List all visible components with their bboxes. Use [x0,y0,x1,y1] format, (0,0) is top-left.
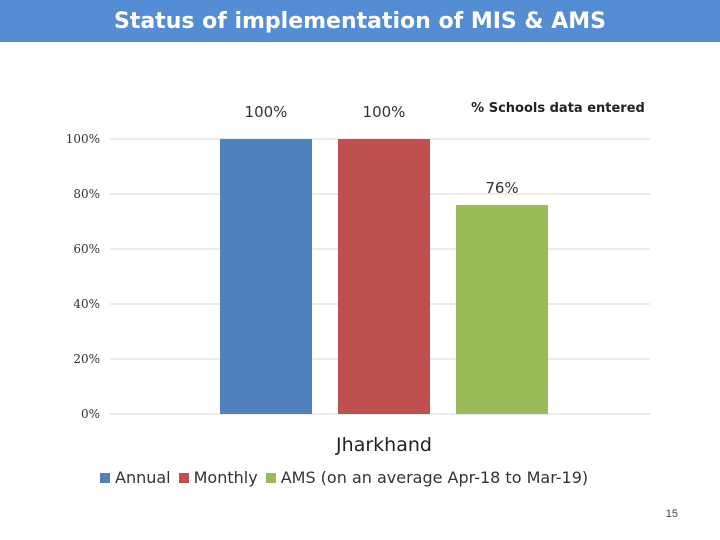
bar-monthly [338,139,430,414]
slide-title: Status of implementation of MIS & AMS [113,8,607,34]
legend-label-annual: Annual [115,468,171,487]
legend-swatch-ams [265,472,276,483]
y-tick-label: 20% [73,352,100,366]
page-number: 15 [665,508,678,520]
legend-item-monthly: Monthly [178,468,258,487]
y-tick-label: 0% [81,407,100,421]
y-tick-label: 60% [73,242,100,256]
data-label: 100% [363,103,406,121]
bar-annual [220,139,312,414]
bar-ams [456,205,548,414]
legend-label-ams: AMS (on an average Apr-18 to Mar-19) [280,468,589,487]
data-label: 100% [245,103,288,121]
legend-item-ams: AMS (on an average Apr-18 to Mar-19) [265,468,589,487]
legend-item-annual: Annual [100,468,171,487]
legend-swatch-annual [100,472,110,483]
legend: Annual Monthly AMS (on an average Apr-18… [100,468,596,487]
legend-swatch-monthly [178,472,189,483]
legend-label-monthly: Monthly [193,468,258,487]
title-bar: Status of implementation of MIS & AMS [0,0,720,42]
category-label: Jharkhand [335,434,432,456]
y-tick-label: 100% [66,132,100,146]
y-tick-label: 40% [73,297,100,311]
bar-chart: 0% 20% 40% 60% 80% 100% 100% 100% 76% % Schools… [66,101,650,456]
y-tick-label: 80% [73,187,100,201]
data-label: 76% [485,179,518,197]
chart-annotation: % Schools data entered [471,101,645,116]
